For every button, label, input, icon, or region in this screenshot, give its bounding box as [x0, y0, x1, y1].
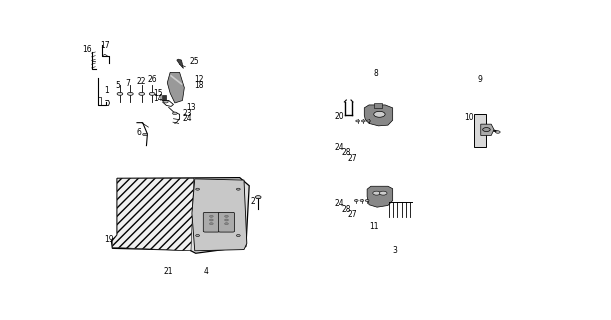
Circle shape [128, 92, 133, 95]
Text: 12: 12 [194, 75, 203, 84]
Text: 28: 28 [341, 205, 351, 214]
Circle shape [356, 120, 359, 122]
Circle shape [196, 235, 199, 236]
Text: 24: 24 [335, 143, 345, 152]
Circle shape [354, 200, 358, 202]
Circle shape [139, 92, 145, 95]
Text: 7: 7 [126, 79, 131, 88]
Circle shape [236, 235, 240, 236]
Polygon shape [367, 186, 393, 207]
Text: 28: 28 [341, 148, 351, 157]
Polygon shape [111, 178, 249, 253]
Text: 16: 16 [82, 45, 92, 54]
Polygon shape [481, 124, 494, 135]
Text: 13: 13 [186, 103, 196, 112]
Circle shape [210, 215, 213, 217]
Polygon shape [192, 179, 247, 251]
Polygon shape [112, 178, 194, 251]
Text: 15: 15 [153, 89, 163, 98]
Bar [474, 114, 486, 147]
Polygon shape [167, 72, 185, 103]
Circle shape [225, 215, 229, 217]
Circle shape [373, 191, 381, 195]
Circle shape [117, 92, 123, 95]
Text: 3: 3 [393, 246, 398, 255]
Text: 8: 8 [374, 69, 378, 78]
Text: 23: 23 [183, 109, 192, 118]
Text: 6: 6 [137, 128, 142, 137]
Circle shape [143, 133, 147, 136]
FancyBboxPatch shape [219, 212, 235, 232]
Polygon shape [364, 105, 393, 126]
Circle shape [255, 196, 261, 198]
Circle shape [210, 223, 213, 225]
Text: 17: 17 [100, 41, 110, 50]
Text: 14: 14 [153, 94, 163, 103]
Circle shape [362, 120, 365, 122]
Text: 22: 22 [136, 77, 146, 86]
Circle shape [225, 223, 229, 225]
Text: 27: 27 [347, 210, 357, 219]
Text: 2: 2 [251, 197, 255, 206]
Circle shape [196, 188, 199, 190]
Circle shape [210, 219, 213, 221]
Circle shape [483, 128, 490, 132]
Text: 20: 20 [335, 112, 345, 121]
Text: 5: 5 [115, 81, 120, 90]
Text: 25: 25 [189, 57, 199, 66]
Text: 11: 11 [369, 222, 378, 231]
Circle shape [236, 188, 240, 190]
Circle shape [360, 200, 364, 202]
Circle shape [172, 112, 177, 115]
Text: 26: 26 [147, 75, 157, 84]
Text: 19: 19 [104, 236, 114, 244]
Text: 21: 21 [163, 268, 172, 276]
Text: 24: 24 [183, 115, 192, 124]
Text: 24: 24 [335, 199, 345, 208]
Text: 27: 27 [347, 154, 357, 163]
Polygon shape [374, 103, 382, 108]
Text: 1: 1 [104, 86, 109, 95]
Circle shape [367, 120, 370, 122]
Circle shape [365, 200, 369, 202]
Text: 9: 9 [478, 75, 483, 84]
Text: 4: 4 [203, 268, 208, 276]
Circle shape [164, 100, 168, 103]
Polygon shape [177, 59, 183, 68]
Text: 10: 10 [464, 113, 474, 122]
FancyBboxPatch shape [203, 212, 219, 232]
Circle shape [225, 219, 229, 221]
Circle shape [379, 191, 387, 195]
Text: 18: 18 [194, 81, 203, 90]
Circle shape [374, 111, 385, 117]
Polygon shape [161, 95, 166, 100]
Circle shape [496, 131, 500, 133]
Circle shape [149, 92, 155, 95]
